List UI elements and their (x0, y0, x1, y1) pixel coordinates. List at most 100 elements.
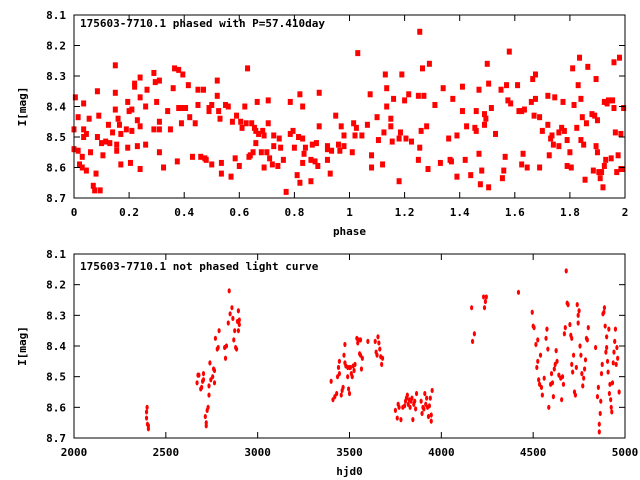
data-point (125, 144, 131, 151)
data-point (488, 105, 494, 112)
data-point (613, 338, 617, 344)
data-point (342, 352, 346, 358)
data-point (236, 328, 240, 334)
data-point (410, 395, 414, 401)
data-point (472, 331, 476, 337)
data-point (79, 153, 85, 160)
data-point (81, 134, 87, 140)
data-point (212, 380, 217, 386)
data-point (556, 143, 562, 150)
data-point (422, 406, 426, 412)
data-point (336, 364, 341, 371)
data-point (195, 101, 201, 108)
data-point (561, 127, 567, 134)
data-point (308, 178, 314, 185)
data-point (156, 77, 162, 84)
y-tick-label: 8.2 (46, 40, 66, 53)
data-point (352, 367, 356, 374)
data-point (134, 117, 140, 124)
data-point (574, 364, 578, 371)
x-tick-label: 1.8 (560, 206, 580, 219)
data-point (550, 141, 556, 148)
data-point (127, 159, 133, 166)
data-point (399, 417, 403, 423)
data-point (473, 127, 479, 134)
data-point (555, 358, 559, 364)
data-point (519, 108, 525, 115)
data-point (430, 387, 434, 394)
data-point (324, 156, 330, 163)
data-point (593, 76, 599, 83)
data-point (571, 101, 577, 108)
data-point (519, 161, 525, 168)
data-point (339, 392, 343, 398)
data-point (571, 369, 575, 375)
data-point (537, 164, 543, 171)
data-point (426, 60, 432, 67)
data-point (238, 118, 244, 125)
data-point (610, 409, 614, 415)
data-point (550, 380, 555, 386)
data-point (592, 112, 598, 119)
data-point (611, 59, 617, 66)
data-point (594, 149, 600, 156)
data-point (234, 112, 240, 119)
data-point (599, 169, 605, 176)
data-point (506, 48, 512, 55)
data-point (581, 141, 587, 148)
data-point (570, 335, 574, 341)
data-point (546, 152, 552, 159)
data-point (360, 355, 364, 361)
y-tick-label: 8.4 (46, 340, 66, 353)
data-point (611, 360, 615, 366)
data-point (599, 371, 604, 377)
data-point (617, 389, 621, 395)
data-point (560, 374, 565, 380)
data-point (612, 129, 618, 136)
data-point (146, 423, 150, 429)
data-point (505, 97, 511, 104)
data-point (172, 65, 178, 72)
data-point (114, 147, 120, 154)
data-point (176, 66, 182, 73)
data-point (520, 150, 526, 157)
data-point (242, 103, 248, 110)
data-point (577, 54, 583, 61)
data-point (599, 398, 603, 404)
data-point (144, 86, 150, 93)
data-point (582, 375, 586, 381)
data-point (483, 298, 488, 305)
data-point (596, 169, 602, 176)
data-point (590, 167, 596, 174)
data-point (408, 404, 412, 410)
data-point (547, 404, 551, 410)
data-point (427, 403, 431, 409)
data-point (580, 371, 584, 377)
data-point (429, 418, 433, 424)
data-point (337, 371, 341, 377)
x-tick-label: 4500 (520, 446, 547, 459)
data-point (245, 65, 251, 72)
data-point (618, 130, 624, 137)
data-point (151, 126, 157, 133)
data-point (384, 85, 390, 92)
data-point (403, 135, 409, 142)
data-point (575, 82, 581, 89)
data-point (211, 374, 215, 380)
data-point (346, 374, 350, 380)
data-point (538, 352, 543, 358)
data-point (134, 143, 140, 150)
data-point (112, 62, 118, 69)
data-point (280, 156, 286, 163)
data-point (476, 150, 482, 157)
data-point (426, 413, 431, 420)
data-point (602, 309, 606, 315)
data-point (156, 118, 162, 125)
data-point (99, 140, 105, 147)
data-point (341, 132, 347, 139)
data-point (291, 144, 297, 151)
data-point (192, 120, 198, 127)
data-point (420, 65, 426, 72)
data-point (450, 95, 456, 102)
data-point (578, 95, 584, 102)
